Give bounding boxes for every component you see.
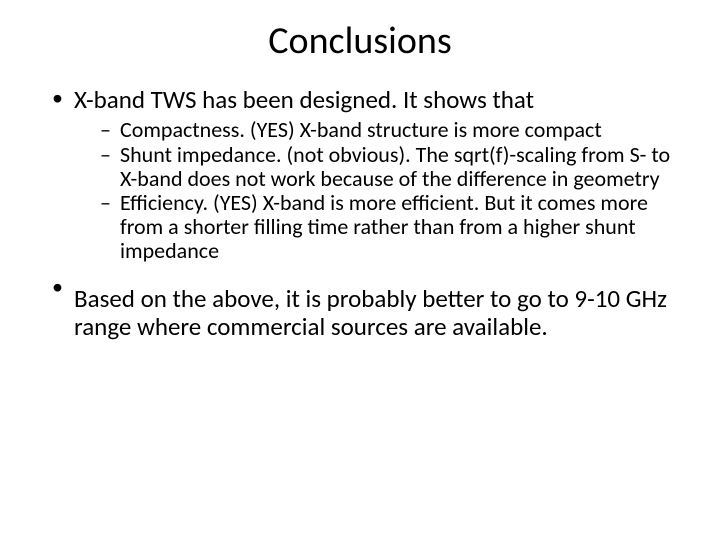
sub-bullet-text: Efficiency. (YES) X-band is more efficie… (120, 189, 648, 264)
sub-bullet-text: Shunt impedance. (not obvious). The sqrt… (120, 141, 670, 192)
bullet-list-level2: Compactness. (YES) X-band structure is m… (74, 118, 684, 263)
sub-bullet-item: Efficiency. (YES) X-band is more efficie… (100, 191, 684, 262)
bullet-list-level1: X-band TWS has been designed. It shows t… (36, 86, 684, 341)
slide-container: Conclusions X-band TWS has been designed… (0, 0, 720, 540)
bullet-text: Based on the above, it is probably bette… (74, 283, 667, 342)
bullet-text: X-band TWS has been designed. It shows t… (74, 84, 534, 115)
bullet-item: X-band TWS has been designed. It shows t… (52, 86, 684, 263)
sub-bullet-item: Shunt impedance. (not obvious). The sqrt… (100, 143, 684, 191)
bullet-item: Based on the above, it is probably bette… (52, 275, 684, 341)
slide-title: Conclusions (36, 18, 684, 64)
sub-bullet-item: Compactness. (YES) X-band structure is m… (100, 118, 684, 142)
sub-bullet-text: Compactness. (YES) X-band structure is m… (120, 116, 602, 143)
